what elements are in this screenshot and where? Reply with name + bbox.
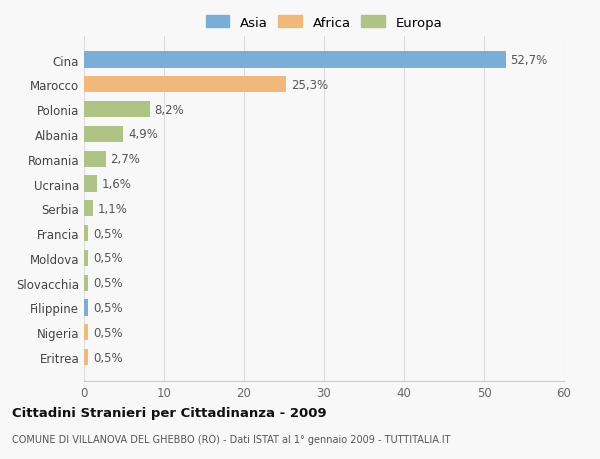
Bar — [84, 77, 286, 93]
Bar — [84, 52, 506, 68]
Text: 0,5%: 0,5% — [93, 277, 122, 290]
Bar — [84, 127, 123, 143]
Text: 0,5%: 0,5% — [93, 301, 122, 314]
Text: 0,5%: 0,5% — [93, 351, 122, 364]
Text: 0,5%: 0,5% — [93, 252, 122, 265]
Text: COMUNE DI VILLANOVA DEL GHEBBO (RO) - Dati ISTAT al 1° gennaio 2009 - TUTTITALIA: COMUNE DI VILLANOVA DEL GHEBBO (RO) - Da… — [12, 434, 451, 444]
Bar — [84, 325, 88, 341]
Text: 52,7%: 52,7% — [511, 54, 548, 67]
Text: 4,9%: 4,9% — [128, 128, 158, 141]
Bar — [84, 102, 149, 118]
Bar — [84, 176, 97, 192]
Bar — [84, 300, 88, 316]
Bar — [84, 349, 88, 365]
Text: 8,2%: 8,2% — [154, 103, 184, 117]
Bar — [84, 225, 88, 241]
Text: 0,5%: 0,5% — [93, 326, 122, 339]
Text: Cittadini Stranieri per Cittadinanza - 2009: Cittadini Stranieri per Cittadinanza - 2… — [12, 406, 326, 419]
Text: 25,3%: 25,3% — [291, 78, 328, 92]
Text: 2,7%: 2,7% — [110, 153, 140, 166]
Text: 1,6%: 1,6% — [101, 178, 131, 190]
Text: 0,5%: 0,5% — [93, 227, 122, 240]
Bar — [84, 275, 88, 291]
Bar — [84, 201, 93, 217]
Bar — [84, 151, 106, 168]
Text: 1,1%: 1,1% — [98, 202, 127, 215]
Legend: Asia, Africa, Europa: Asia, Africa, Europa — [202, 12, 446, 34]
Bar — [84, 250, 88, 266]
